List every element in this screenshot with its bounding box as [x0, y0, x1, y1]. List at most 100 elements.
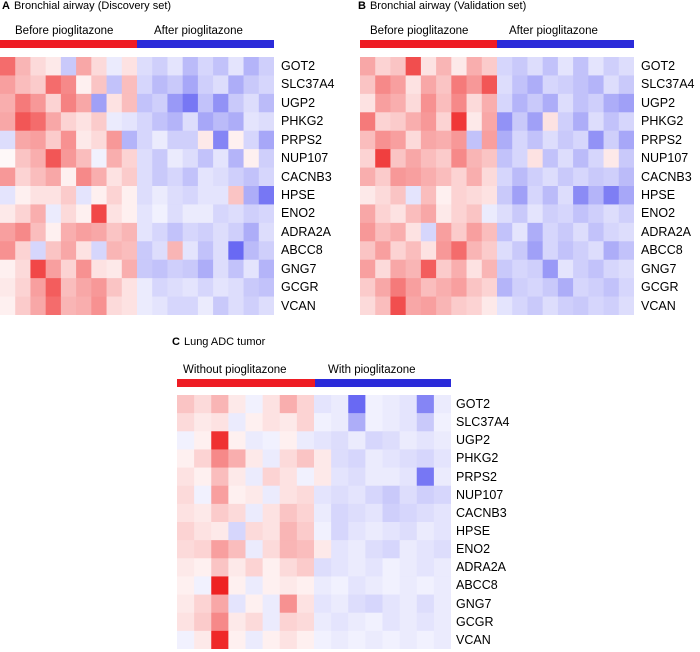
heatmap-cell	[382, 431, 401, 450]
group-bar-right	[315, 379, 451, 387]
heatmap-cell	[603, 296, 620, 315]
heatmap-cell	[45, 57, 62, 76]
heatmap-cell	[451, 296, 467, 315]
heatmap-cell	[436, 112, 452, 132]
heatmap-cell	[527, 167, 544, 187]
heatmap-cell	[314, 395, 332, 414]
heatmap-cell	[258, 57, 274, 76]
heatmap-cell	[497, 296, 513, 315]
heatmap-cell	[152, 278, 168, 297]
heatmap-cell	[167, 130, 184, 150]
heatmap-cell	[382, 540, 401, 559]
panel-letter: C	[172, 336, 180, 348]
heatmap-cell	[182, 149, 199, 168]
heatmap-cell	[512, 259, 528, 279]
heatmap-cell	[405, 204, 422, 224]
heatmap-cell	[121, 57, 138, 76]
heatmap-cell	[451, 57, 467, 76]
heatmap-cell	[121, 112, 138, 132]
heatmap-cell	[542, 186, 559, 205]
heatmap-cell	[262, 395, 281, 414]
heatmap-cell	[557, 149, 574, 168]
heatmap-cell	[228, 431, 246, 450]
heatmap-cell	[91, 57, 107, 76]
heatmap-cell	[573, 93, 589, 113]
heatmap	[177, 395, 451, 649]
gene-label: CACNB3	[281, 169, 332, 184]
heatmap-cell	[245, 395, 264, 414]
heatmap-cell	[91, 241, 107, 261]
heatmap-cell	[542, 112, 559, 132]
heatmap-cell	[588, 112, 604, 132]
heatmap-cell	[618, 93, 634, 113]
heatmap-cell	[527, 57, 544, 76]
heatmap-cell	[152, 222, 168, 242]
heatmap-cell	[382, 612, 401, 632]
heatmap-cell	[60, 259, 77, 279]
heatmap-cell	[91, 222, 107, 242]
heatmap-cell	[228, 186, 244, 205]
heatmap-cell	[228, 395, 246, 414]
heatmap-cell	[106, 130, 123, 150]
heatmap-cell	[197, 241, 214, 261]
heatmap-cell	[451, 204, 467, 224]
heatmap-cell	[512, 93, 528, 113]
heatmap-cell	[15, 112, 31, 132]
heatmap-cell	[76, 112, 92, 132]
heatmap-cell	[348, 485, 366, 505]
heatmap-cell	[182, 259, 199, 279]
heatmap-cell	[296, 467, 315, 487]
heatmap-cell	[197, 204, 214, 224]
heatmap-cell	[360, 222, 376, 242]
gene-label: ABCC8	[456, 578, 498, 593]
heatmap-cell	[433, 558, 451, 577]
group-bar-left	[360, 40, 497, 48]
heatmap-cell	[557, 93, 574, 113]
heatmap-cell	[588, 57, 604, 76]
heatmap-cell	[243, 75, 260, 95]
heatmap-cell	[152, 93, 168, 113]
heatmap-cell	[314, 467, 332, 487]
gene-label: VCAN	[281, 298, 316, 313]
heatmap-cell	[167, 259, 184, 279]
heatmap-cell	[279, 485, 298, 505]
heatmap-cell	[399, 503, 418, 523]
heatmap-cell	[420, 149, 437, 168]
heatmap-cell	[258, 75, 274, 95]
heatmap-cell	[314, 413, 332, 432]
heatmap-cell	[228, 503, 246, 523]
heatmap-cell	[0, 259, 16, 279]
heatmap-cell	[588, 149, 604, 168]
heatmap-cell	[314, 431, 332, 450]
heatmap-cell	[512, 130, 528, 150]
heatmap-cell	[375, 130, 391, 150]
heatmap-cell	[194, 558, 212, 577]
heatmap-cell	[542, 93, 559, 113]
heatmap-cell	[399, 467, 418, 487]
heatmap-cell	[360, 167, 376, 187]
heatmap-cell	[451, 186, 467, 205]
heatmap-cell	[106, 259, 123, 279]
heatmap-cell	[497, 204, 513, 224]
heatmap-cell	[331, 558, 349, 577]
heatmap-cell	[348, 431, 366, 450]
heatmap-cell	[557, 278, 574, 297]
heatmap-cell	[451, 259, 467, 279]
heatmap-cell	[182, 204, 199, 224]
heatmap-cell	[542, 278, 559, 297]
heatmap-cell	[557, 75, 574, 95]
heatmap-cell	[512, 149, 528, 168]
heatmap-cell	[121, 296, 138, 315]
heatmap-cell	[137, 222, 153, 242]
heatmap-cell	[314, 449, 332, 468]
gene-label: GNG7	[456, 596, 492, 611]
heatmap-cell	[76, 167, 92, 187]
heatmap-cell	[279, 413, 298, 432]
heatmap-cell	[588, 278, 604, 297]
heatmap-cell	[167, 149, 184, 168]
heatmap-cell	[194, 395, 212, 414]
heatmap-cell	[436, 241, 452, 261]
heatmap-cell	[603, 241, 620, 261]
heatmap-cell	[45, 204, 62, 224]
heatmap-cell	[245, 522, 264, 541]
